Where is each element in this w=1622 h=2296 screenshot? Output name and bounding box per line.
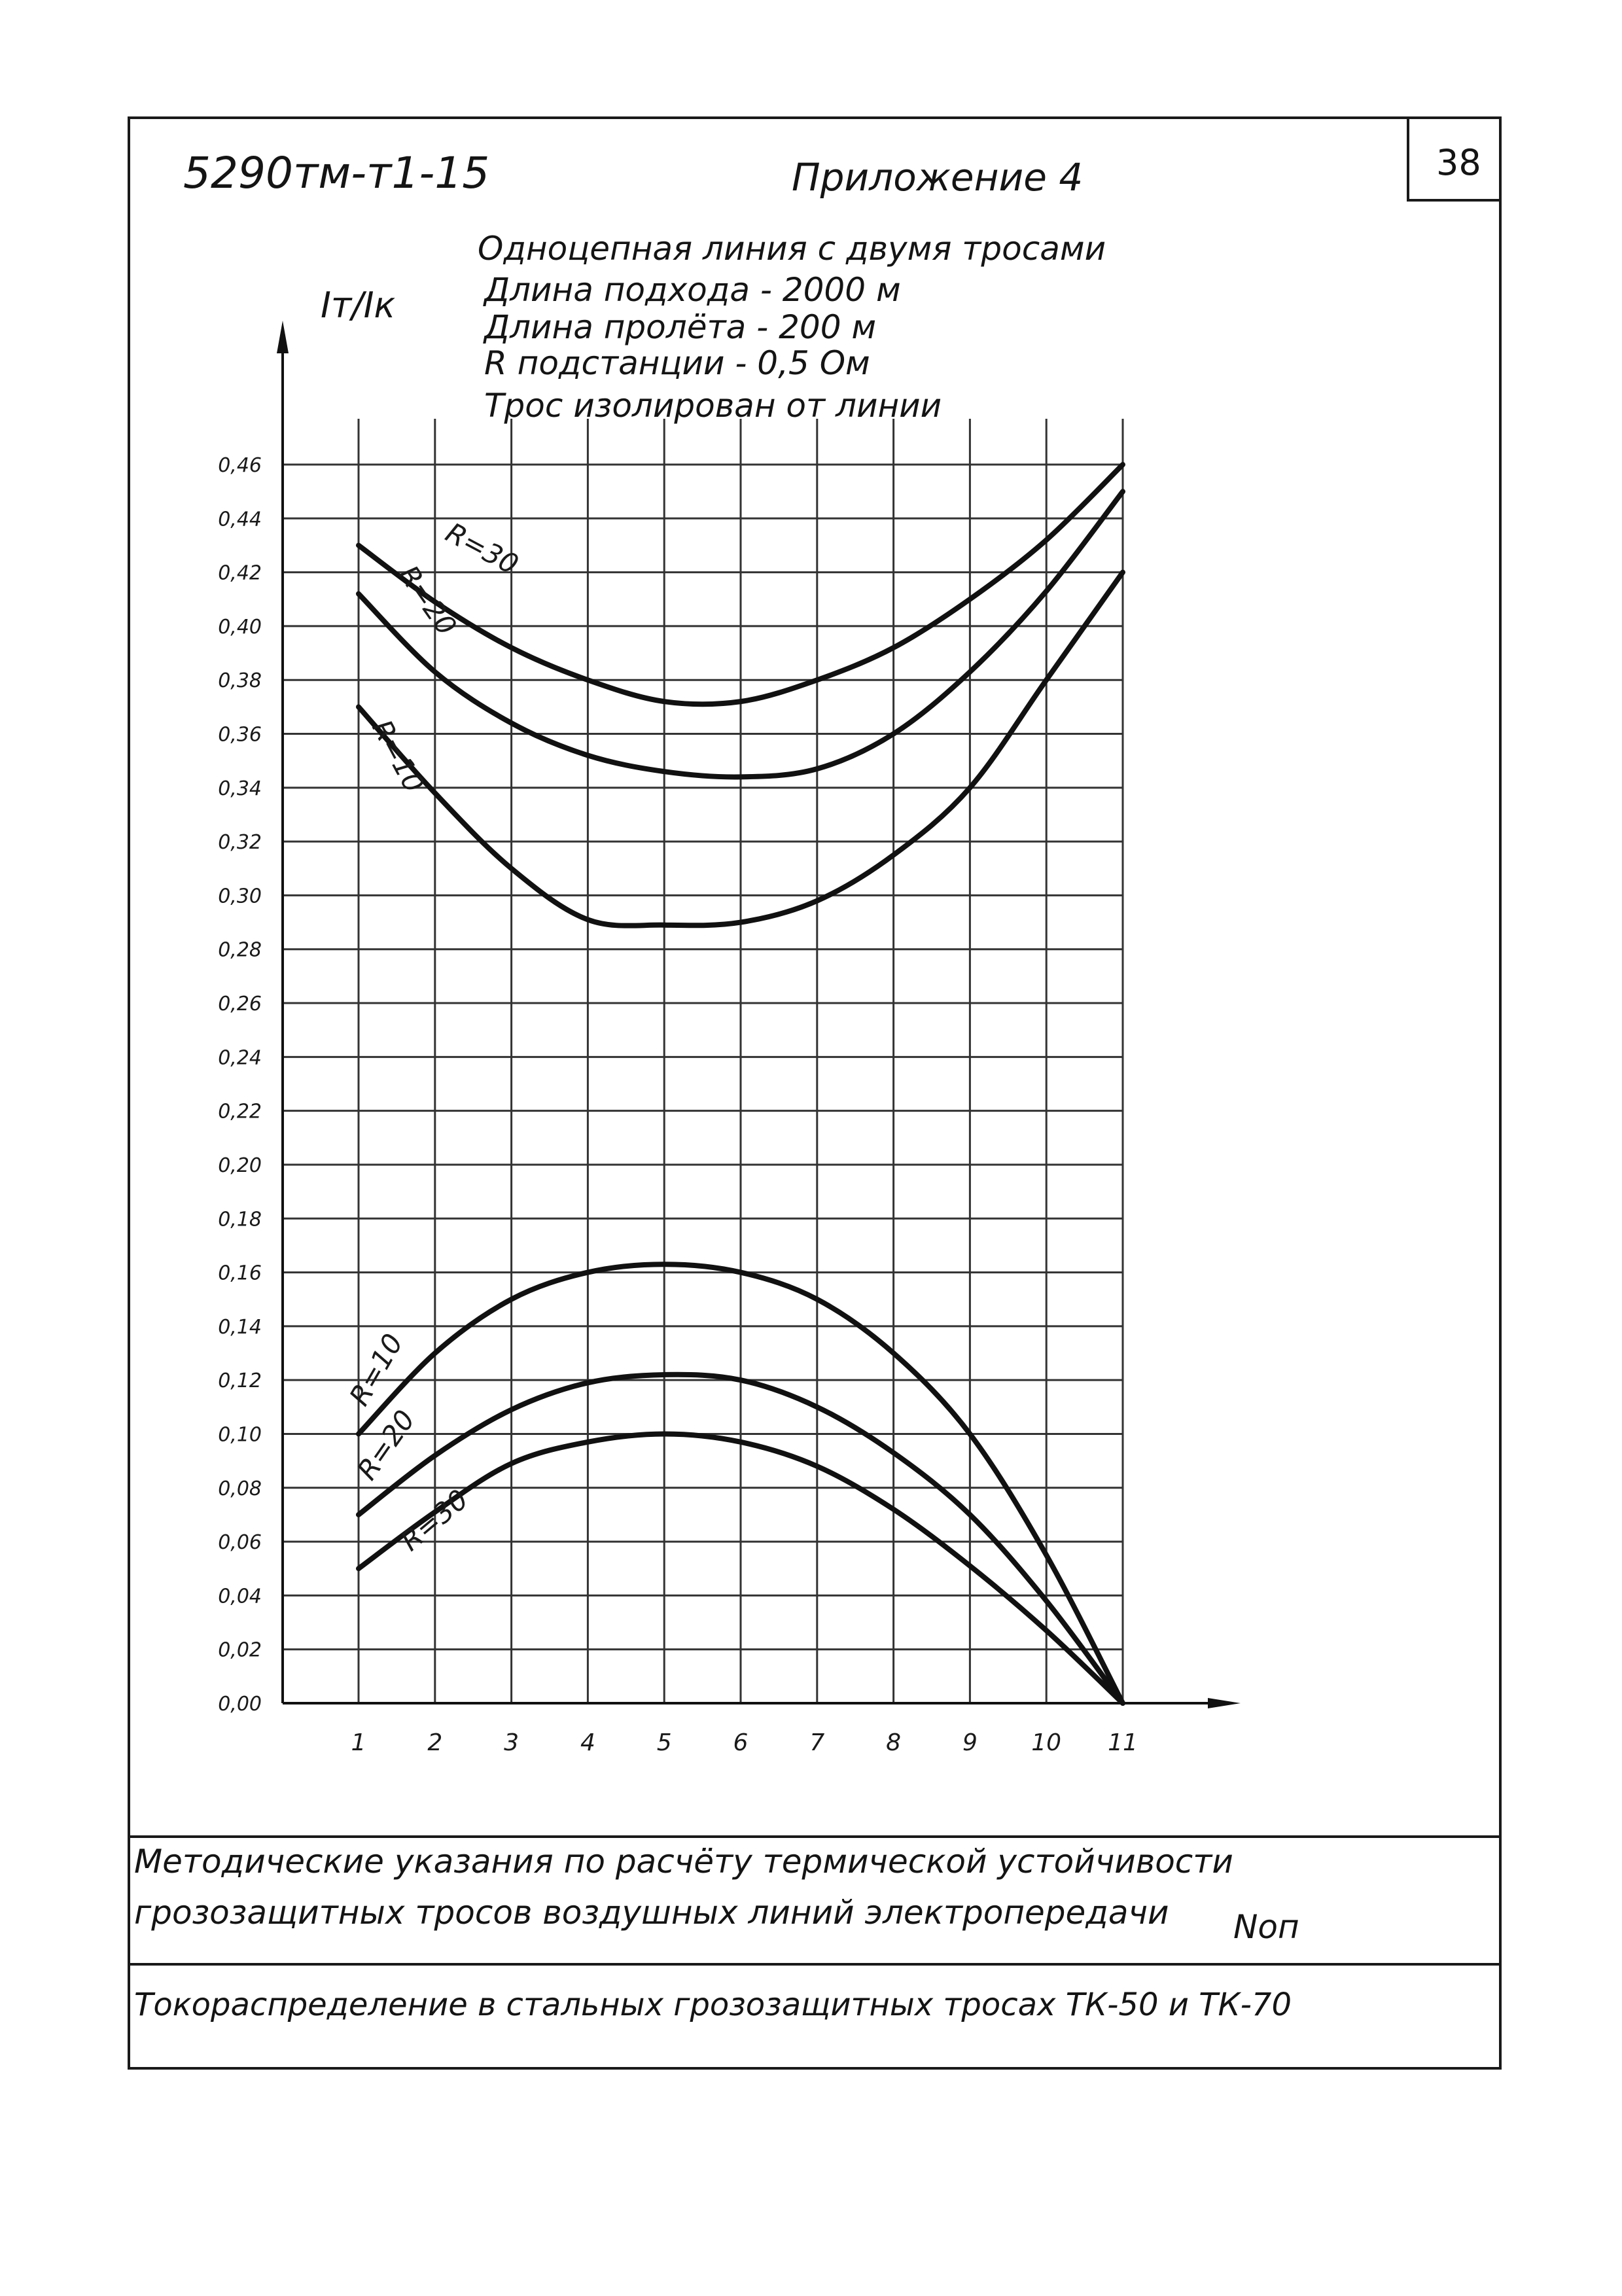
note-line-2: Длина подхода - 2000 м [484, 271, 901, 309]
y-axis-label: Iт/Iк [321, 285, 396, 326]
y-tick-label: 0,18 [218, 1208, 262, 1231]
footer-line-1: Методические указания по расчёту термиче… [134, 1843, 1233, 1881]
series-line-upper-r30 [356, 462, 1125, 707]
x-tick-label: 3 [504, 1729, 519, 1756]
y-tick-label: 0,42 [218, 562, 262, 585]
x-tick-label: 4 [580, 1729, 595, 1756]
footer-divider-2 [128, 1963, 1502, 1966]
y-tick-label: 0,32 [218, 831, 262, 854]
series-label-lower-r10: R=10 [343, 1328, 409, 1411]
drawing-frame [128, 116, 1502, 2070]
y-tick-label: 0,02 [218, 1639, 262, 1662]
note-line-5: Трос изолирован от линии [484, 387, 942, 425]
chart-series [356, 462, 1125, 1706]
y-tick-label: 0,20 [218, 1154, 262, 1177]
x-axis-label: Nоп [1233, 1908, 1299, 1946]
y-tick-label: 0,36 [218, 724, 262, 747]
x-tick-label: 1 [351, 1729, 366, 1756]
y-tick-label: 0,04 [218, 1585, 262, 1608]
y-axis-arrow [277, 321, 289, 353]
x-tick-label: 8 [886, 1729, 901, 1756]
y-tick-label: 0,28 [218, 939, 262, 962]
y-tick-label: 0,24 [218, 1046, 262, 1069]
note-line-4: R подстанции - 0,5 Ом [484, 344, 870, 382]
x-axis-arrow [1208, 1698, 1241, 1708]
y-tick-label: 0,10 [218, 1423, 262, 1446]
document-code: 5290тм-т1-15 [183, 148, 490, 198]
series-label-upper-r10: R=10 [366, 715, 431, 798]
footer-line-3: Токораспределение в стальных грозозащитн… [134, 1987, 1292, 2023]
footer-line-2: грозозащитных тросов воздушных линий эле… [134, 1894, 1169, 1932]
note-line-3: Длина пролёта - 200 м [484, 308, 877, 346]
series-line-lower-r20 [356, 1371, 1125, 1706]
x-tick-label: 9 [962, 1729, 978, 1756]
series-line-upper-r20 [356, 489, 1125, 780]
chart-axes [277, 321, 1241, 1708]
footer-divider [128, 1835, 1502, 1838]
y-tick-label: 0,00 [218, 1693, 262, 1716]
y-tick-label: 0,16 [218, 1262, 262, 1285]
x-tick-label: 10 [1031, 1729, 1061, 1756]
chart-grid [283, 419, 1124, 1704]
y-tick-label: 0,14 [218, 1316, 262, 1339]
sheet-number: 38 [1436, 142, 1481, 183]
y-tick-label: 0,22 [218, 1101, 262, 1123]
series-line-lower-r10 [356, 1262, 1125, 1706]
y-tick-label: 0,12 [218, 1369, 262, 1392]
series-line-upper-r10 [356, 569, 1125, 928]
y-tick-label: 0,26 [218, 993, 262, 1016]
x-tick-label: 11 [1108, 1729, 1138, 1756]
appendix-title: Приложение 4 [792, 155, 1084, 200]
x-tick-label: 7 [809, 1729, 824, 1756]
x-tick-label: 2 [427, 1729, 442, 1756]
y-tick-label: 0,46 [218, 454, 262, 477]
x-tick-label: 5 [657, 1729, 672, 1756]
chart-ticks: 0,00 0,02 0,04 0,06 0,08 0,10 0,12 0,14 0,16 0,18… [218, 454, 1138, 1756]
series-line-lower-r30 [356, 1431, 1125, 1706]
y-tick-label: 0,08 [218, 1477, 262, 1500]
y-tick-label: 0,38 [218, 669, 262, 692]
y-tick-label: 0,44 [218, 508, 262, 531]
x-tick-label: 6 [733, 1729, 749, 1756]
y-tick-label: 0,06 [218, 1531, 262, 1554]
y-tick-label: 0,34 [218, 777, 262, 800]
y-tick-label: 0,40 [218, 616, 262, 639]
sheet-number-box [1407, 116, 1502, 202]
y-tick-label: 0,30 [218, 885, 262, 908]
note-line-1: Одноцепная линия с двумя тросами [478, 230, 1106, 268]
